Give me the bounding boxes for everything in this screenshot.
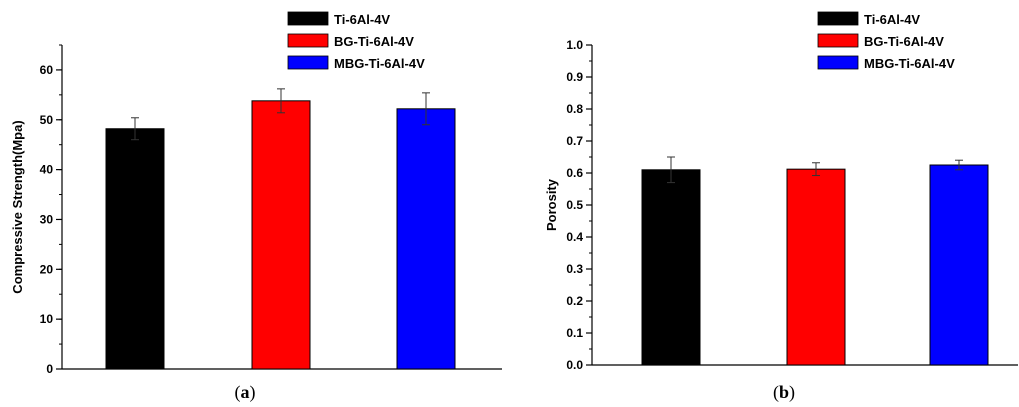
y-tick-label: 30	[40, 212, 54, 226]
legend-swatch	[817, 11, 859, 26]
y-tick-label: 1.0	[566, 38, 583, 52]
legend-swatch	[817, 55, 859, 70]
y-tick-label: 0.7	[566, 134, 583, 148]
bar-bg-ti-6al-4v	[251, 100, 311, 370]
y-tick-label: 0.3	[566, 262, 583, 276]
legend-swatch	[817, 33, 859, 48]
bar-mbg-ti-6al-4v	[396, 108, 456, 370]
panel-caption: (a)	[235, 382, 256, 403]
legend-entry: BG-Ti-6Al-4V	[864, 34, 944, 49]
bar-bg-ti-6al-4v	[786, 168, 846, 366]
legend: Ti-6Al-4V BG-Ti-6Al-4V MBG-Ti-6Al-4V	[287, 11, 425, 71]
legend-entry: Ti-6Al-4V	[864, 12, 920, 27]
caption-close-paren: )	[250, 382, 256, 403]
legend-swatch	[287, 55, 329, 70]
y-tick-label: 10	[40, 312, 54, 326]
bar-mbg-ti-6al-4v	[929, 164, 989, 366]
legend-swatch	[287, 33, 329, 48]
y-tick-label: 60	[40, 63, 54, 77]
legend: Ti-6Al-4V BG-Ti-6Al-4V MBG-Ti-6Al-4V	[817, 11, 955, 71]
y-tick-label: 0.5	[566, 198, 583, 212]
y-tick-label: 0.2	[566, 294, 583, 308]
y-tick-label: 0.0	[566, 358, 583, 372]
y-tick-label: 50	[40, 113, 54, 127]
legend-entry: MBG-Ti-6Al-4V	[864, 56, 955, 71]
bar-ti-6al-4v	[105, 128, 165, 370]
legend-entry: MBG-Ti-6Al-4V	[334, 56, 425, 71]
y-tick-label: 0.6	[566, 166, 583, 180]
caption-letter: b	[779, 382, 789, 402]
caption-close-paren: )	[789, 382, 795, 403]
y-tick-label: 20	[40, 262, 54, 276]
y-tick-label: 0.9	[566, 70, 583, 84]
y-tick-label: 40	[40, 163, 54, 177]
y-tick-label: 0.8	[566, 102, 583, 116]
y-tick-label: 0.4	[566, 230, 583, 244]
panel-b-porosity: 0.0 0.1 0.2 0.3 0.4 0.5 0.6 0.7 0.8 0.9 1.0 Porosit…	[544, 11, 1018, 403]
caption-open-paren: (	[773, 382, 779, 403]
caption-open-paren: (	[235, 382, 241, 403]
legend-entry: BG-Ti-6Al-4V	[334, 34, 414, 49]
y-tick-label: 0	[46, 362, 53, 376]
bar-ti-6al-4v	[641, 169, 701, 366]
panel-caption: (b)	[773, 382, 795, 403]
legend-swatch	[287, 11, 329, 26]
caption-letter: a	[241, 382, 250, 402]
y-axis-label: Porosity	[544, 178, 559, 231]
panel-a-compressive-strength: 0 10 20 30 40 50 60 Compressive Strength(Mpa) Ti…	[10, 11, 502, 403]
y-axis-label: Compressive Strength(Mpa)	[10, 120, 25, 293]
y-tick-label: 0.1	[566, 326, 583, 340]
legend-entry: Ti-6Al-4V	[334, 12, 390, 27]
